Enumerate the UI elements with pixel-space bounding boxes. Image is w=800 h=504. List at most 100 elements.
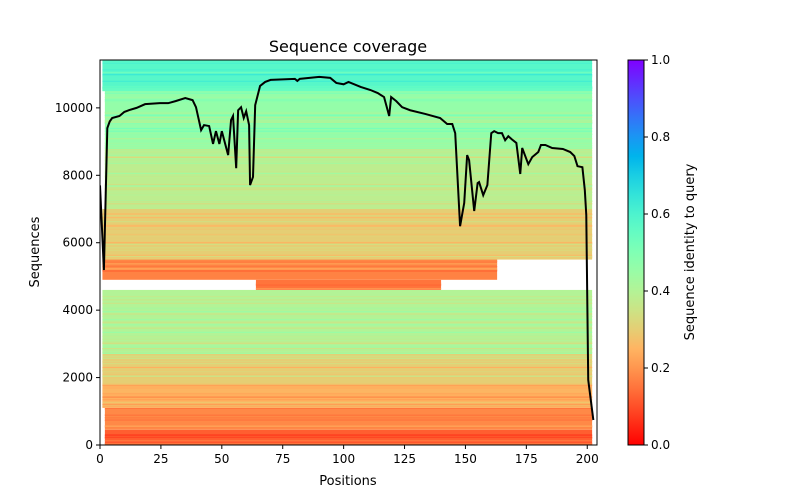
heatmap-row — [102, 80, 593, 82]
heatmap-row — [104, 408, 593, 410]
chart-title: Sequence coverage — [269, 37, 427, 56]
heatmap-row — [102, 302, 593, 304]
x-axis-label: Positions — [319, 474, 377, 489]
heatmap-row — [104, 419, 593, 421]
heatmap-row — [102, 324, 593, 326]
heatmap-row — [102, 241, 593, 243]
heatmap-row — [255, 282, 442, 284]
heatmap-row — [104, 203, 593, 205]
heatmap-row — [104, 200, 593, 203]
heatmap-row — [102, 270, 498, 272]
x-tick-label: 0 — [96, 452, 104, 466]
heatmap-row — [104, 440, 593, 442]
x-tick-label: 100 — [332, 452, 355, 466]
colorbar — [627, 59, 645, 446]
heatmap-row — [102, 257, 593, 259]
heatmap-row — [102, 224, 593, 226]
heatmap-row — [104, 191, 593, 193]
heatmap-row — [102, 318, 593, 321]
heatmap-row — [102, 361, 593, 363]
heatmap-row — [104, 160, 593, 162]
heatmap-row — [102, 389, 593, 391]
x-tick-label: 75 — [275, 452, 290, 466]
heatmap-row — [104, 99, 593, 101]
heatmap-row — [102, 383, 593, 385]
heatmap-row — [104, 437, 593, 439]
heatmap-row — [104, 146, 593, 148]
heatmap-row — [102, 393, 593, 395]
heatmap-row — [104, 188, 593, 191]
heatmap-row — [104, 92, 593, 94]
heatmap-row — [104, 162, 593, 164]
heatmap-row — [104, 154, 593, 156]
colorbar-tick-label: 0.4 — [651, 284, 670, 298]
heatmap-row — [102, 75, 593, 77]
heatmap-row — [102, 308, 593, 310]
heatmap-row — [102, 375, 593, 377]
heatmap-row — [104, 425, 593, 427]
x-tick-label: 150 — [454, 452, 477, 466]
colorbar-tick-label: 0.6 — [651, 207, 670, 221]
heatmap-row — [104, 176, 593, 178]
heatmap-row — [104, 183, 593, 186]
heatmap-row — [102, 87, 593, 90]
heatmap-row — [102, 327, 593, 329]
heatmap-row — [104, 152, 593, 154]
heatmap-row — [102, 295, 593, 298]
heatmap-row — [104, 163, 593, 166]
plot-frame — [99, 59, 598, 446]
heatmap-row — [104, 96, 593, 99]
heatmap-row — [102, 268, 498, 270]
heatmap-band — [102, 353, 593, 385]
heatmap-row — [104, 187, 593, 189]
colorbar-label: Sequence identity to query — [683, 163, 698, 340]
heatmap-row — [104, 144, 593, 147]
heatmap-row — [104, 138, 593, 140]
heatmap-row — [102, 225, 593, 227]
heatmap-row — [102, 373, 593, 376]
heatmap-row — [102, 307, 593, 309]
heatmap-row — [102, 255, 593, 258]
heatmap-row — [104, 147, 593, 149]
heatmap-row — [102, 405, 593, 407]
heatmap-row — [102, 391, 593, 393]
heatmap-row — [255, 284, 442, 287]
heatmap-row — [102, 88, 593, 90]
heatmap-row — [102, 228, 593, 230]
heatmap-row — [102, 370, 593, 372]
heatmap-row — [102, 269, 498, 271]
heatmap-row — [104, 112, 593, 114]
heatmap-row — [102, 404, 593, 406]
heatmap-row — [104, 171, 593, 173]
heatmap-row — [102, 352, 593, 355]
heatmap-row — [102, 213, 593, 215]
heatmap-row — [102, 348, 593, 350]
x-tick-label: 50 — [214, 452, 229, 466]
heatmap-row — [104, 159, 593, 161]
heatmap-row — [104, 156, 593, 158]
y-axis-label: Sequences — [28, 216, 43, 287]
y-axis: 0 2000 4000 6000 8000 10000 — [55, 101, 100, 452]
heatmap-row — [104, 426, 593, 428]
heatmap-band — [104, 407, 593, 430]
heatmap-row — [102, 261, 498, 263]
heatmap-row — [102, 85, 593, 88]
heatmap-row — [102, 221, 593, 223]
heatmap-row — [102, 263, 498, 265]
heatmap-row — [104, 435, 593, 437]
x-tick-label: 125 — [393, 452, 416, 466]
x-tick-label: 200 — [576, 452, 599, 466]
heatmap-row — [102, 62, 593, 64]
x-axis: 0 25 50 75 100 125 150 175 200 — [96, 445, 599, 466]
heatmap-row — [102, 315, 593, 317]
heatmap-row — [104, 114, 593, 116]
heatmap-row — [104, 121, 593, 123]
heatmap-row — [102, 76, 593, 78]
heatmap-row — [104, 127, 593, 130]
heatmap-row — [104, 119, 593, 121]
heatmap-row — [255, 288, 442, 290]
heatmap-row — [104, 101, 593, 103]
heatmap-row — [102, 71, 593, 74]
heatmap-row — [102, 396, 593, 398]
